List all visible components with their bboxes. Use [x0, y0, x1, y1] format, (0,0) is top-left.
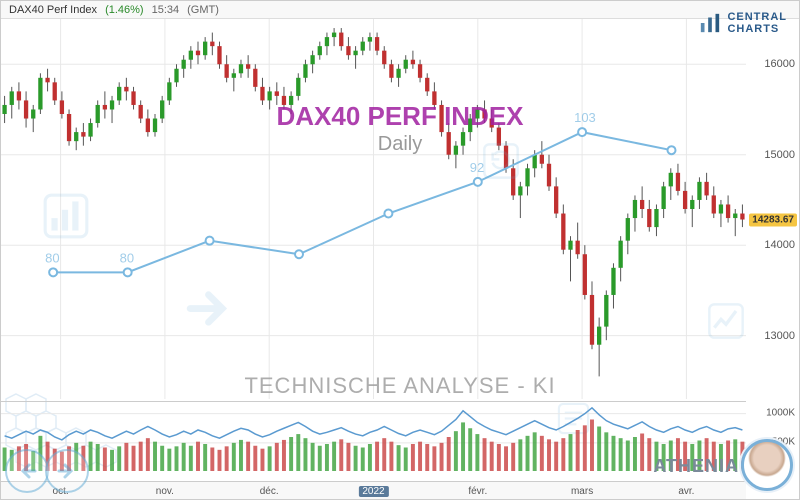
nav-back-button[interactable] — [5, 449, 49, 493]
athenia-label: ATHENIA — [653, 456, 739, 477]
arrow-left-icon — [15, 459, 39, 483]
chart-header: DAX40 Perf Index (1.46%) 15:34 (GMT) — [1, 1, 799, 19]
svg-text:80: 80 — [120, 250, 134, 265]
refresh-bg-icon — [481, 141, 521, 181]
chart-container: DAX40 Perf Index (1.46%) 15:34 (GMT) CEN… — [0, 0, 800, 500]
svg-text:103: 103 — [574, 110, 596, 125]
change-pct: (1.46%) — [105, 4, 144, 16]
line-chart-bg-icon — [706, 301, 746, 341]
arrow-right-icon — [55, 459, 79, 483]
chart-bg-icon — [41, 191, 91, 241]
nav-forward-button[interactable] — [45, 449, 89, 493]
svg-text:80: 80 — [45, 250, 59, 265]
price-chart[interactable]: 808092103 — [1, 19, 746, 399]
arrow-bg-icon — [181, 281, 236, 336]
assistant-avatar[interactable] — [741, 439, 793, 491]
timezone: (GMT) — [187, 4, 219, 16]
volume-chart[interactable] — [1, 401, 746, 471]
price-y-axis: 1300014000150001600014283.67 — [744, 19, 799, 399]
instrument-name: DAX40 Perf Index — [9, 4, 97, 16]
timestamp: 15:34 — [152, 4, 180, 16]
x-axis: oct.nov.déc.2022févr.marsavr. — [1, 481, 746, 499]
